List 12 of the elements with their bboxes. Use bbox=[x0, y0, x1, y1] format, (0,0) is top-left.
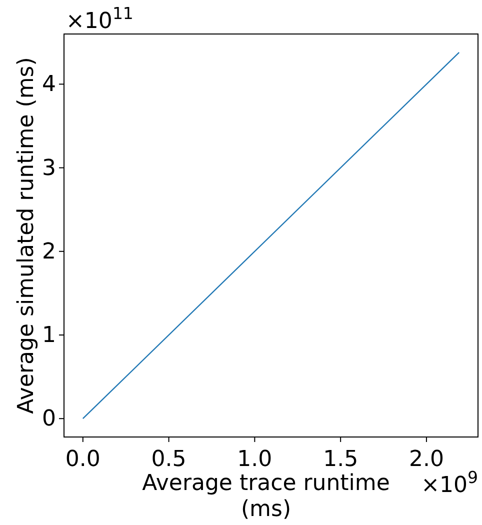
annotation: ×10$^{11}$ bbox=[66, 4, 134, 34]
y-tick-label: 3 bbox=[42, 156, 56, 181]
y-tick-label: 2 bbox=[42, 239, 56, 264]
x-tick-label: 0.0 bbox=[65, 446, 100, 472]
x-tick-label: 0.5 bbox=[151, 446, 186, 472]
y-axis-title: Average simulated runtime (ms) bbox=[14, 57, 39, 414]
y-tick-label: 4 bbox=[42, 72, 56, 98]
x-axis-title: Average trace runtime (ms) bbox=[142, 471, 390, 522]
y-tick-label: 1 bbox=[42, 323, 56, 348]
x-tick-label: 1.0 bbox=[237, 446, 272, 472]
y-tick-label: 0 bbox=[42, 406, 56, 432]
x-tick-label: 1.5 bbox=[323, 446, 358, 472]
